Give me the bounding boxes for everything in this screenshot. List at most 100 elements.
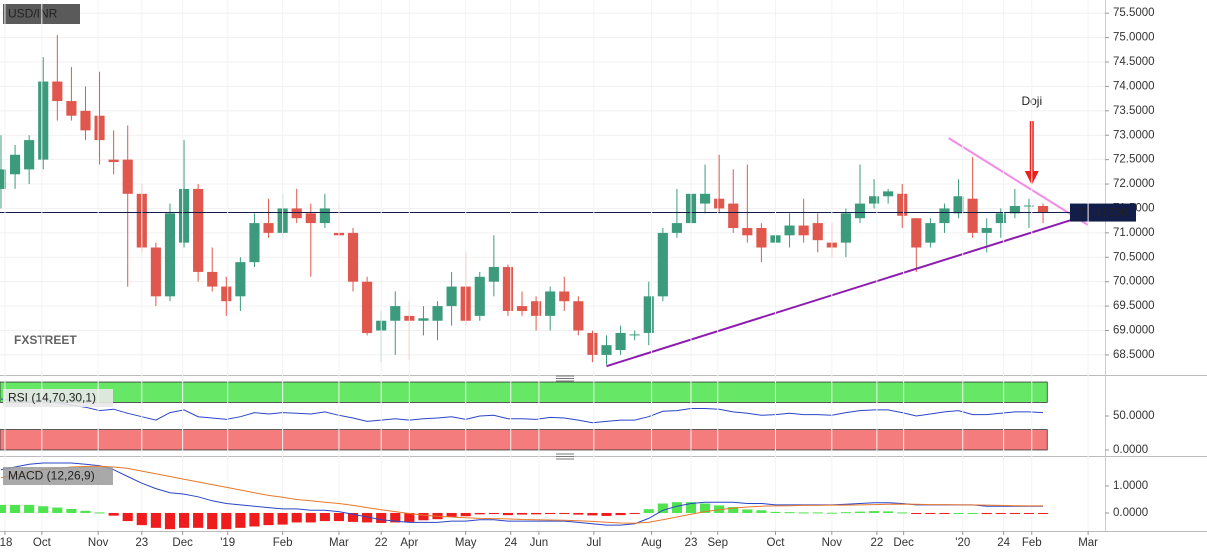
candle-body [629, 334, 640, 336]
histogram-bar [939, 512, 950, 514]
histogram-bar [798, 512, 809, 514]
histogram-bar [488, 512, 499, 515]
histogram-bar [531, 512, 542, 515]
x-tick-label: 23 [135, 537, 148, 549]
candle-body [249, 223, 260, 263]
histogram-bar [967, 512, 978, 514]
trendline [606, 217, 1076, 368]
histogram-bar [911, 512, 922, 514]
histogram-bar [545, 512, 556, 515]
histogram-bar [52, 507, 63, 513]
y-tick-label: 72.0000 [1113, 178, 1155, 190]
histogram-bar [122, 512, 133, 522]
histogram-bar [66, 508, 77, 513]
histogram-bar [1037, 512, 1049, 514]
histogram-bar [249, 512, 260, 527]
histogram-bar [812, 512, 823, 514]
y-tick-label: 69.5000 [1113, 300, 1155, 312]
candle-body [305, 213, 316, 224]
histogram-bar [756, 510, 767, 513]
histogram-bar [516, 512, 528, 515]
candle-body [587, 332, 598, 355]
histogram-bar [291, 512, 302, 523]
histogram-bar [770, 511, 781, 513]
y-tick-label: 1.0000 [1113, 480, 1148, 492]
candle-body [854, 203, 866, 219]
y-tick-label: 50.0000 [1113, 410, 1155, 422]
histogram-bar [587, 512, 598, 516]
x-tick-label: 24 [504, 537, 517, 549]
histogram-bar [9, 504, 21, 513]
histogram-bar [0, 504, 7, 513]
histogram-bar [897, 512, 908, 514]
histogram-bar [981, 512, 992, 515]
candle-body [925, 223, 936, 243]
histogram-bar [784, 512, 795, 514]
candle-body [291, 208, 302, 219]
x-tick-label: Jul [586, 537, 601, 549]
pane-handle[interactable] [556, 453, 574, 460]
y-tick-label: 73.5000 [1113, 105, 1155, 117]
candle-body [488, 267, 499, 282]
histogram-bar [333, 512, 345, 522]
candle-body [756, 227, 767, 248]
histogram-bar [840, 512, 851, 514]
x-tick-label: Oct [33, 537, 52, 549]
x-tick-label: Apr [400, 537, 418, 549]
x-tick-label: 24 [997, 537, 1010, 549]
histogram-bar [108, 512, 119, 516]
y-tick-label: 70.5000 [1113, 251, 1155, 263]
candle-body [0, 169, 7, 189]
histogram-bar [883, 511, 894, 513]
candle-body [193, 188, 204, 272]
candle-body [700, 193, 711, 204]
candle-body [671, 223, 682, 233]
y-tick-label: 74.0000 [1113, 80, 1155, 92]
histogram-bar [418, 512, 429, 521]
x-tick-label: Mar [1078, 537, 1098, 549]
candle-body [953, 196, 964, 214]
histogram-bar [826, 512, 837, 514]
x-tick-label: Aug [641, 537, 661, 549]
histogram-bar [868, 511, 880, 513]
y-tick-label: 75.5000 [1113, 7, 1155, 19]
histogram-bar [80, 510, 91, 513]
histogram-bar [657, 503, 668, 513]
histogram-bar [573, 512, 584, 515]
candle-body [897, 193, 908, 216]
candle-body [1037, 206, 1049, 213]
histogram-bar [671, 502, 682, 513]
y-tick-label: 0.0000 [1113, 444, 1148, 456]
last-price-box [1070, 203, 1136, 222]
y-tick-label: 72.5000 [1113, 154, 1155, 166]
candle-body [80, 110, 91, 131]
indicator-line [0, 462, 1043, 526]
histogram-bar [178, 512, 190, 528]
histogram-bar [319, 512, 330, 522]
chart-title: MACD (12,26,9) [8, 469, 95, 483]
level-band [0, 429, 1048, 451]
candle-body [601, 345, 612, 355]
candle-body [347, 232, 359, 282]
candle-body [178, 188, 190, 243]
candle-body [742, 227, 753, 236]
x-tick-label: Feb [1022, 537, 1042, 549]
histogram-bar [601, 512, 612, 516]
y-tick-label: 73.0000 [1113, 129, 1155, 141]
histogram-bar [502, 512, 514, 516]
x-tick-label: Mar [329, 537, 349, 549]
histogram-bar [277, 512, 288, 525]
histogram-bar [150, 512, 161, 528]
histogram-bar [714, 505, 725, 513]
pane-handle[interactable] [556, 375, 574, 382]
level-band [0, 381, 1048, 403]
histogram-bar [404, 512, 415, 522]
x-tick-label: Jun [530, 537, 549, 549]
trendline [948, 137, 1089, 226]
candle-body [362, 281, 373, 333]
candle-body [995, 213, 1006, 224]
candle-body [263, 223, 274, 233]
histogram-bar [207, 512, 218, 530]
